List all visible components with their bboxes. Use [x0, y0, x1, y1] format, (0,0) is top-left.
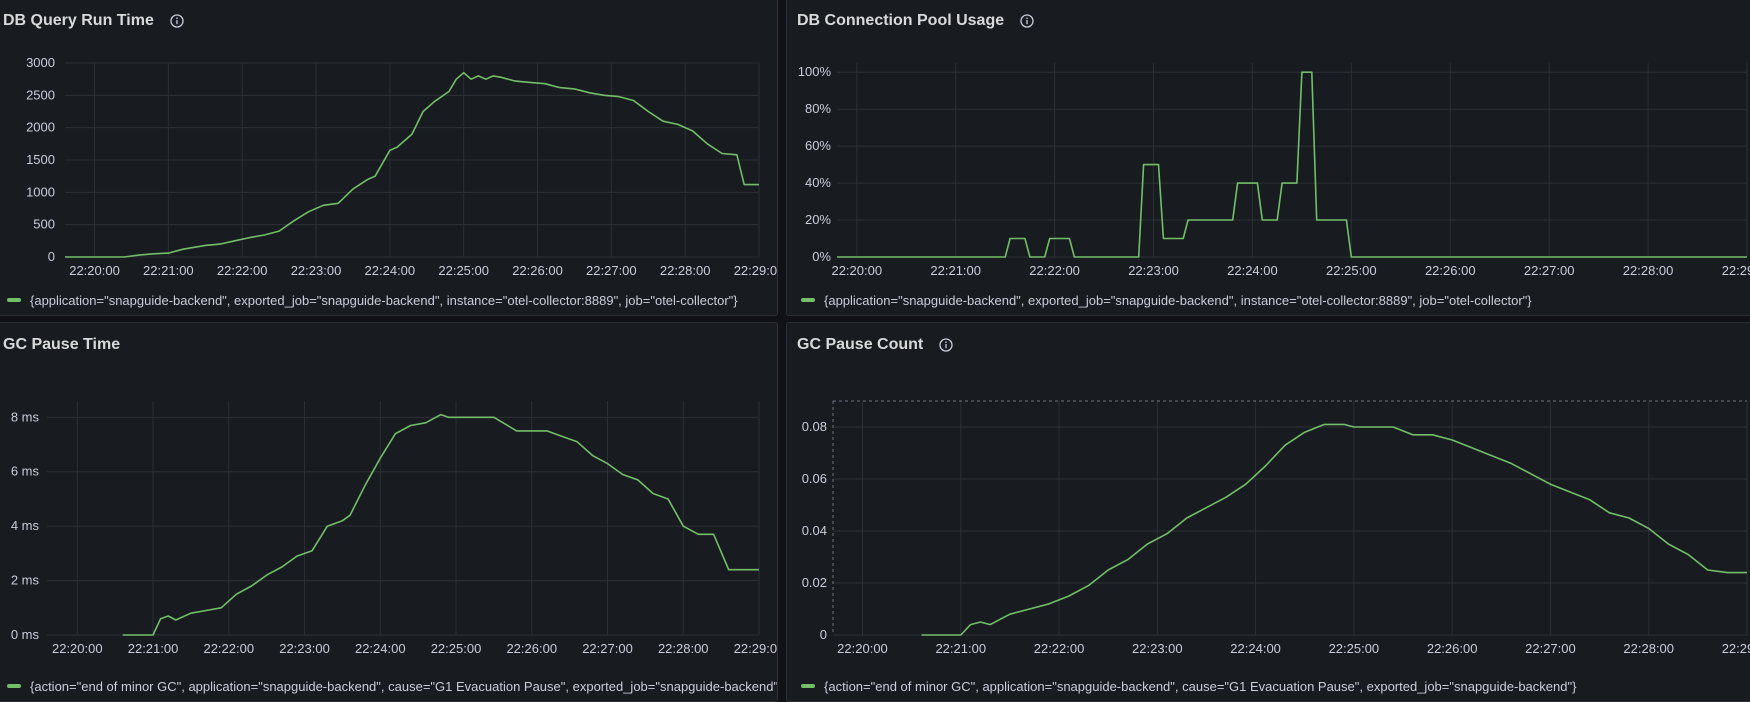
chart-area[interactable]: 22:20:00 22:21:00 22:22:00 22:23:00 22:24:00… — [0, 43, 778, 287]
series-line[interactable] — [921, 423, 1748, 636]
y-tick-label: 100% — [798, 64, 832, 79]
series-line[interactable] — [65, 71, 759, 258]
x-tick-label: 22:25:00 — [438, 263, 489, 278]
legend-swatch — [801, 684, 815, 688]
x-tick-label: 22:23:00 — [1132, 641, 1183, 656]
x-tick-label: 22:24:00 — [1227, 263, 1278, 278]
x-tick-label: 22:28:00 — [1623, 263, 1674, 278]
legend-label[interactable]: {action="end of minor GC", application="… — [30, 678, 777, 694]
x-tick-label: 22:20:00 — [831, 263, 882, 278]
y-tick-label: 0.02 — [802, 575, 827, 590]
x-tick-label: 22:24:00 — [1230, 641, 1281, 656]
y-tick-label: 0.08 — [802, 419, 827, 434]
panel-title: DB Query Run Time — [3, 12, 154, 29]
legend-label[interactable]: {action="end of minor GC", application="… — [824, 678, 1577, 694]
series-line[interactable] — [837, 71, 1747, 258]
x-tick-label: 22:23:00 — [279, 641, 330, 656]
x-tick-label: 22:29:00 — [1722, 641, 1750, 656]
x-tick-label: 22:27:00 — [582, 641, 633, 656]
info-icon[interactable] — [939, 338, 953, 352]
panel-header[interactable]: GC Pause Count — [787, 323, 1750, 367]
x-tick-label: 22:22:00 — [1029, 263, 1080, 278]
panel-title: DB Connection Pool Usage — [797, 12, 1005, 29]
legend-swatch — [7, 684, 21, 688]
x-tick-label: 22:26:00 — [506, 641, 557, 656]
x-tick-label: 22:27:00 — [1524, 263, 1575, 278]
y-tick-label: 0 — [48, 249, 55, 264]
legend-label[interactable]: {application="snapguide-backend", export… — [30, 292, 738, 308]
x-tick-label: 22:26:00 — [1425, 263, 1476, 278]
legend-swatch — [7, 298, 21, 302]
x-tick-label: 22:27:00 — [1525, 641, 1576, 656]
x-tick-label: 22:28:00 — [658, 641, 709, 656]
legend[interactable]: {application="snapguide-backend", export… — [0, 285, 777, 315]
legend-label[interactable]: {application="snapguide-backend", export… — [824, 292, 1532, 308]
x-tick-label: 22:22:00 — [217, 263, 268, 278]
y-tick-label: 1500 — [26, 152, 55, 167]
y-tick-label: 0.04 — [802, 523, 827, 538]
chart-area[interactable]: 22:20:00 22:21:00 22:22:00 22:23:00 22:24:00… — [787, 43, 1750, 287]
legend[interactable]: {action="end of minor GC", application="… — [787, 671, 1750, 701]
y-tick-label: 80% — [805, 101, 831, 116]
legend-swatch — [801, 298, 815, 302]
x-tick-label: 22:23:00 — [291, 263, 342, 278]
y-tick-label: 8 ms — [11, 409, 40, 424]
x-tick-label: 22:28:00 — [1623, 641, 1674, 656]
x-tick-label: 22:25:00 — [1326, 263, 1377, 278]
panel-db-connection-pool-usage[interactable]: DB Connection Pool Usage 22:20:00 22:21:0… — [786, 0, 1750, 316]
y-tick-label: 40% — [805, 175, 831, 190]
panel-db-query-run-time[interactable]: DB Query Run Time 22:20:00 22:21:00 22:22:… — [0, 0, 778, 316]
y-tick-label: 500 — [33, 217, 55, 232]
legend[interactable]: {application="snapguide-backend", export… — [787, 285, 1750, 315]
y-tick-label: 2000 — [26, 120, 55, 135]
panel-title: GC Pause Count — [797, 336, 924, 353]
legend[interactable]: {action="end of minor GC", application="… — [0, 671, 777, 701]
panel-header[interactable]: GC Pause Time — [0, 323, 777, 367]
x-tick-label: 22:29:00 — [734, 263, 778, 278]
panel-header[interactable]: DB Connection Pool Usage — [787, 0, 1750, 43]
x-tick-label: 22:29:00 — [734, 641, 778, 656]
y-tick-label: 1000 — [26, 184, 55, 199]
series-line[interactable] — [122, 413, 759, 636]
x-tick-label: 22:20:00 — [837, 641, 888, 656]
x-tick-label: 22:23:00 — [1128, 263, 1179, 278]
x-tick-label: 22:25:00 — [1329, 641, 1380, 656]
y-tick-label: 6 ms — [11, 464, 40, 479]
x-tick-label: 22:26:00 — [512, 263, 563, 278]
x-tick-label: 22:24:00 — [355, 641, 406, 656]
x-tick-label: 22:21:00 — [128, 641, 179, 656]
y-tick-label: 2 ms — [11, 573, 40, 588]
y-tick-label: 2500 — [26, 87, 55, 102]
x-tick-label: 22:27:00 — [586, 263, 637, 278]
y-tick-label: 0.06 — [802, 471, 827, 486]
x-tick-label: 22:26:00 — [1427, 641, 1478, 656]
x-tick-label: 22:24:00 — [365, 263, 416, 278]
chart-area[interactable]: 22:20:00 22:21:00 22:22:00 22:23:00 22:24:00… — [787, 367, 1750, 673]
x-tick-label: 22:20:00 — [69, 263, 120, 278]
info-icon[interactable] — [1020, 14, 1034, 28]
y-tick-label: 60% — [805, 138, 831, 153]
y-tick-label: 0% — [812, 249, 831, 264]
y-tick-label: 20% — [805, 212, 831, 227]
x-tick-label: 22:29:00 — [1722, 263, 1750, 278]
y-tick-label: 0 — [820, 627, 827, 642]
y-tick-label: 0 ms — [11, 627, 40, 642]
x-tick-label: 22:28:00 — [660, 263, 711, 278]
chart-area[interactable]: 22:20:00 22:21:00 22:22:00 22:23:00 22:24:00… — [0, 367, 778, 673]
x-tick-label: 22:22:00 — [203, 641, 254, 656]
x-tick-label: 22:21:00 — [930, 263, 981, 278]
x-tick-label: 22:21:00 — [143, 263, 194, 278]
x-tick-label: 22:22:00 — [1034, 641, 1085, 656]
panel-title: GC Pause Time — [3, 336, 121, 353]
y-tick-label: 3000 — [26, 55, 55, 70]
x-tick-label: 22:20:00 — [52, 641, 103, 656]
y-tick-label: 4 ms — [11, 518, 40, 533]
panel-gc-pause-time[interactable]: GC Pause Time 22:20:00 22:21:00 22:22:00 22… — [0, 322, 778, 702]
x-tick-label: 22:21:00 — [935, 641, 986, 656]
info-icon[interactable] — [170, 14, 184, 28]
panel-gc-pause-count[interactable]: GC Pause Count 22:20:00 22:21:00 22:22:00 2… — [786, 322, 1750, 702]
x-tick-label: 22:25:00 — [431, 641, 482, 656]
panel-header[interactable]: DB Query Run Time — [0, 0, 777, 43]
